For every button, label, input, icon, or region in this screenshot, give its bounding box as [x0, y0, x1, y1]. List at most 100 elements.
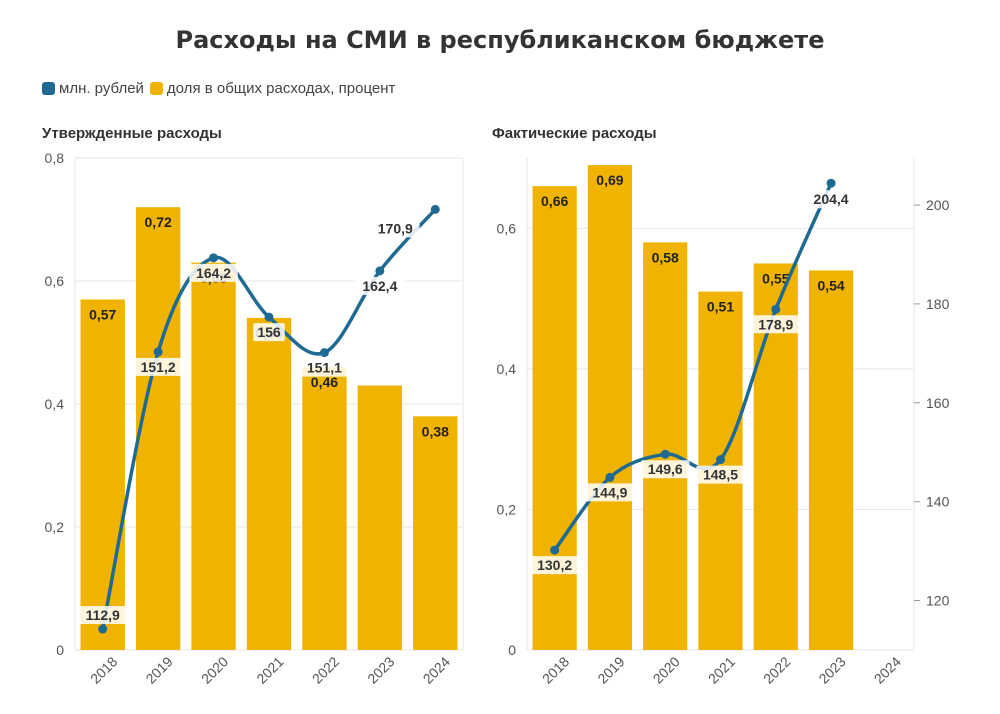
x-tick-label: 2018 [539, 653, 572, 686]
x-tick-label: 2020 [650, 653, 683, 686]
bar-value-label: 0,57 [89, 306, 116, 322]
y2-tick-label: 120 [926, 593, 950, 609]
x-tick-label: 2022 [760, 653, 793, 686]
line-label-bg [696, 465, 745, 484]
line-value-label: 164,2 [196, 265, 231, 281]
y-tick-label: 0,6 [45, 273, 65, 289]
line-label-bg [806, 190, 856, 209]
bar [532, 186, 577, 650]
line-point [153, 347, 163, 357]
line-point [550, 545, 560, 555]
y2-tick-label: 180 [926, 296, 950, 312]
line-point [716, 455, 725, 465]
line-label-bg [640, 460, 690, 479]
legend-label-share: доля в общих расходах, процент [166, 80, 396, 97]
chart-subtitle: Утвержденные расходы [42, 125, 222, 142]
line-value-label: 144,9 [592, 484, 627, 500]
line-value-label: 178,9 [758, 316, 793, 332]
line-value-label: 162,4 [362, 278, 397, 294]
line-label-bg [253, 323, 285, 342]
y-tick-label: 0,8 [45, 150, 65, 166]
bar [135, 207, 181, 650]
bar-value-label: 0,66 [541, 193, 568, 209]
line-point [826, 178, 836, 188]
chart-subtitle: Фактические расходы [492, 125, 657, 142]
chart-panel-2: Фактические расходы 0 0,2 0,4 0,6 120 140 160 18… [492, 125, 950, 687]
x-tick-label: 2018 [87, 653, 120, 686]
y-tick-label: 0 [508, 642, 516, 658]
legend-swatch-share [149, 82, 163, 95]
bar-value-label: 0,55 [762, 270, 789, 286]
line-point [605, 472, 615, 482]
bar [302, 367, 347, 650]
line-value-label: 149,6 [648, 461, 683, 477]
line-value-label: 156 [257, 324, 281, 340]
line-value-label: 112,9 [86, 607, 120, 623]
y-tick-label: 0,6 [497, 220, 517, 236]
line-point [98, 624, 108, 634]
bar [80, 299, 125, 650]
x-tick-label: 2019 [594, 653, 627, 686]
y-tick-label: 0,4 [45, 396, 65, 412]
bar [357, 385, 403, 650]
x-tick-label: 2019 [142, 653, 175, 686]
bar [246, 317, 292, 650]
line-value-label: 151,2 [141, 359, 176, 375]
bar [413, 416, 458, 650]
line-label-bg [78, 606, 127, 625]
line-label-bg [371, 219, 420, 238]
legend-swatch-rubles [42, 82, 55, 95]
x-tick-label: 2023 [364, 653, 397, 686]
legend-item-rubles[interactable]: млн. рублей [42, 80, 144, 97]
bar [587, 165, 633, 650]
bar-value-label: 0,46 [311, 374, 338, 390]
line-label-bg [300, 358, 349, 377]
y-tick-label: 0 [56, 642, 64, 658]
x-tick-label: 2023 [815, 653, 848, 686]
y2-tick-label: 140 [926, 494, 950, 510]
line-value-label: 151,1 [307, 360, 342, 376]
bar [191, 262, 236, 650]
line-point [264, 312, 274, 322]
bar-value-label: 0,54 [817, 277, 844, 293]
bar-value-label: 0,58 [652, 249, 679, 265]
legend: млн. рублей доля в общих расходах, проце… [42, 80, 401, 97]
line-point [771, 304, 781, 314]
line-point [660, 449, 670, 459]
chart-panel-1: Утвержденные расходы 0 0,2 0,4 0,6 0,8 0,57 0,7… [42, 125, 464, 687]
y2-tick-label: 160 [926, 395, 950, 411]
line-label-bg [751, 315, 801, 334]
x-tick-label: 2024 [871, 653, 904, 686]
line-value-label: 204,4 [814, 191, 849, 207]
line-point [319, 348, 329, 358]
bar [808, 270, 854, 650]
bar-value-label: 0,72 [145, 214, 172, 230]
x-tick-label: 2021 [253, 653, 286, 686]
bar [643, 242, 688, 651]
y-tick-label: 0,2 [45, 519, 65, 535]
y-tick-label: 0,2 [497, 501, 517, 517]
bar-value-label: 0,38 [422, 423, 449, 439]
x-tick-label: 2021 [705, 653, 738, 686]
chart-title: Расходы на СМИ в республиканском бюджете [175, 26, 825, 54]
x-tick-label: 2024 [420, 653, 453, 686]
x-tick-label: 2022 [309, 653, 342, 686]
x-tick-label: 2020 [198, 653, 231, 686]
bar-value-label: 0,51 [707, 299, 734, 315]
line-label-bg [133, 357, 183, 376]
line-label-bg [585, 483, 635, 502]
line-label-bg [355, 276, 405, 295]
line-point [375, 266, 385, 276]
legend-item-share[interactable]: доля в общих расходах, процент [149, 80, 396, 97]
line-value-label: 170,9 [378, 220, 413, 236]
line-point [209, 253, 219, 263]
line-value-label: 130,2 [537, 557, 572, 573]
line-label-bg [530, 556, 579, 575]
y2-tick-label: 200 [926, 197, 950, 213]
line-value-label: 148,5 [703, 467, 738, 483]
bar-value-label: 0,69 [596, 172, 623, 188]
line-label-bg [189, 263, 238, 282]
legend-label-rubles: млн. рублей [59, 80, 144, 97]
y-tick-label: 0,4 [497, 361, 517, 377]
